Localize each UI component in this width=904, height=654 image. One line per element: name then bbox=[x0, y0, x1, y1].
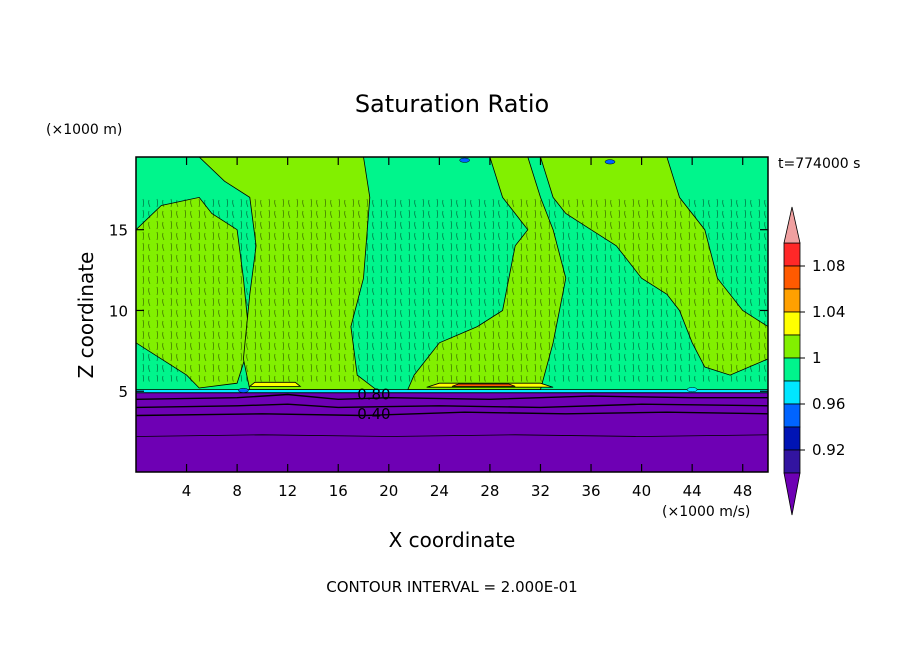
speckle-texture bbox=[136, 197, 768, 382]
colorbar-bin-1.02 bbox=[783, 311, 801, 336]
y-unit-label: (×1000 m) bbox=[46, 122, 122, 138]
x-tick-label: 4 bbox=[182, 482, 192, 500]
colorbar: 1.08 1.04 1 0.96 0.92 bbox=[783, 206, 845, 516]
colorbar-bin-0.96 bbox=[783, 380, 801, 405]
colorbar-bin-0.92 bbox=[783, 426, 801, 451]
y-tick-label: 10 bbox=[109, 302, 128, 320]
x-axis-ticks: 4 8 12 16 20 24 28 32 36 40 44 48 bbox=[182, 157, 752, 500]
colorbar-bottom-arrow bbox=[783, 472, 801, 516]
contour-speckle-texture bbox=[136, 197, 768, 382]
y-tick-label: 15 bbox=[109, 222, 128, 240]
x-tick-label: 44 bbox=[683, 482, 702, 500]
contour-region-0.96-7 bbox=[136, 389, 768, 394]
x-tick-label: 36 bbox=[581, 482, 600, 500]
x-tick-label: 16 bbox=[329, 482, 348, 500]
x-tick-label: 40 bbox=[632, 482, 651, 500]
colorbar-bin-0.98 bbox=[783, 357, 801, 382]
plot-frame bbox=[135, 156, 769, 473]
contour-line-0.8 bbox=[136, 393, 768, 401]
blob-3 bbox=[686, 387, 698, 393]
colorbar-label: 1 bbox=[812, 349, 822, 367]
contour-region-1.04-4 bbox=[248, 381, 302, 387]
colorbar-bin-1.06 bbox=[783, 265, 801, 290]
x-tick-label: 28 bbox=[480, 482, 499, 500]
contour-line-0.2 bbox=[136, 434, 768, 437]
x-tick-label: 8 bbox=[232, 482, 242, 500]
chart-title: Saturation Ratio bbox=[355, 90, 549, 118]
colorbar-bin-1.04 bbox=[783, 288, 801, 313]
y-tick-label: 5 bbox=[118, 383, 128, 401]
contour-lines bbox=[136, 393, 768, 437]
blob-1 bbox=[604, 159, 616, 165]
x-tick-label: 12 bbox=[278, 482, 297, 500]
contour-label-0: 0.80 bbox=[357, 385, 390, 403]
y-axis-ticks: 5 10 15 bbox=[109, 222, 768, 401]
x-axis-label: X coordinate bbox=[389, 528, 516, 552]
colorbar-label: 0.96 bbox=[812, 395, 845, 413]
colorbar-label: 1.08 bbox=[812, 257, 845, 275]
contour-line-0.4 bbox=[136, 411, 768, 417]
footer-note: CONTOUR INTERVAL = 2.000E-01 bbox=[326, 578, 577, 596]
x-tick-label: 20 bbox=[379, 482, 398, 500]
contour-line-0.6 bbox=[136, 403, 768, 409]
colorbar-label: 1.04 bbox=[812, 303, 845, 321]
colorbar-label: 0.92 bbox=[812, 441, 845, 459]
colorbar-bin-0.94 bbox=[783, 403, 801, 428]
time-label: t=774000 s bbox=[778, 156, 860, 172]
y-axis-label: Z coordinate bbox=[74, 252, 98, 379]
x-tick-label: 32 bbox=[531, 482, 550, 500]
contour-region-1.06-6 bbox=[451, 383, 516, 387]
x-tick-label: 48 bbox=[733, 482, 752, 500]
x-unit-label: (×1000 m/s) bbox=[662, 504, 750, 520]
blob-2 bbox=[238, 387, 249, 393]
colorbar-bin-0.9 bbox=[783, 449, 801, 474]
colorbar-bin-1.08 bbox=[783, 242, 801, 267]
contour-labels: 0.80 0.40 bbox=[357, 385, 390, 422]
colorbar-bin-1 bbox=[783, 334, 801, 359]
colorbar-top-arrow bbox=[783, 206, 801, 244]
blob-0 bbox=[459, 157, 470, 163]
small-contour-blobs bbox=[238, 157, 698, 393]
contour-label-1: 0.40 bbox=[357, 405, 390, 423]
x-tick-label: 24 bbox=[430, 482, 449, 500]
